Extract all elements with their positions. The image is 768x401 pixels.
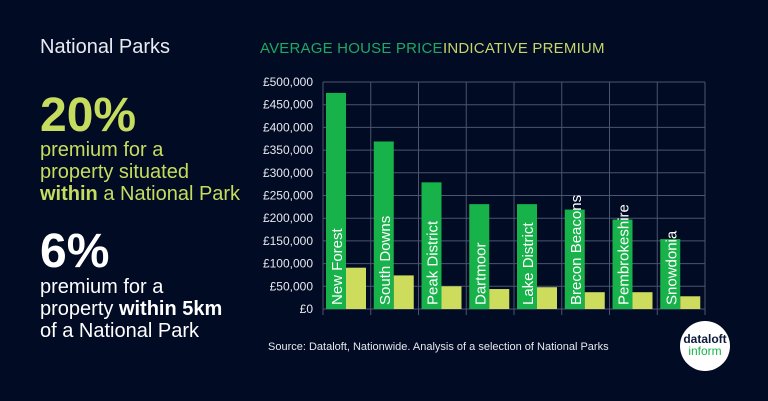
stat-20-percent: 20% <box>40 89 137 142</box>
bar-indicative-premium <box>346 267 366 309</box>
y-tick-label: £100,000 <box>263 257 313 271</box>
y-tick-label: £300,000 <box>263 166 313 180</box>
stat2-line1: premium for a <box>40 276 164 298</box>
page-title: National Parks <box>40 36 171 58</box>
bar-indicative-premium <box>393 275 414 309</box>
stat2-line2-bold: within 5km <box>118 298 223 320</box>
bar-average-house-price <box>612 219 633 309</box>
bar-average-house-price <box>421 182 442 309</box>
dataloft-inform-logo: dataloft inform <box>680 321 730 371</box>
bar-indicative-premium <box>537 287 557 309</box>
stat-6-description: premium for a property within 5km of a N… <box>40 276 270 342</box>
stat1-line1: premium for a <box>40 139 164 161</box>
bar-average-house-price <box>660 239 681 309</box>
stat2-line2-pre: property <box>40 298 119 320</box>
y-tick-label: £0 <box>300 302 314 316</box>
bar-average-house-price <box>469 204 490 309</box>
y-tick-label: £150,000 <box>263 234 313 248</box>
category-label: Peak District <box>425 220 442 305</box>
stat1-line2: property situated <box>40 161 189 183</box>
bar-average-house-price <box>517 204 537 309</box>
category-label: South Downs <box>377 216 394 305</box>
bar-indicative-premium <box>632 292 653 309</box>
y-tick-label: £500,000 <box>263 75 313 89</box>
legend-average-house-price: AVERAGE HOUSE PRICE <box>260 40 443 57</box>
category-label: Dartmoor <box>472 242 489 305</box>
category-label: Brecon Beacons <box>568 195 585 305</box>
bar-average-house-price <box>564 209 585 309</box>
y-tick-label: £450,000 <box>263 98 313 112</box>
legend-indicative-premium: INDICATIVE PREMIUM <box>443 40 605 57</box>
bar-indicative-premium <box>441 286 462 309</box>
stat-20-description: premium for a property situated within a… <box>40 139 270 205</box>
y-tick-label: £50,000 <box>270 279 314 293</box>
stat-6-percent: 6% <box>40 225 110 278</box>
category-label: Pembrokeshire <box>616 204 633 305</box>
y-tick-label: £200,000 <box>263 211 313 225</box>
category-label: Lake District <box>520 222 537 305</box>
stat2-line3: of a National Park <box>40 320 199 342</box>
stat1-line3-rest: a National Park <box>97 183 241 205</box>
bar-indicative-premium <box>680 296 701 309</box>
bar-indicative-premium <box>489 289 510 309</box>
bar-indicative-premium <box>584 292 605 309</box>
bar-average-house-price <box>326 92 346 310</box>
stat1-line3-bold: within <box>40 183 98 205</box>
source-note: Source: Dataloft, Nationwide. Analysis o… <box>268 341 609 353</box>
bar-average-house-price <box>373 141 394 309</box>
y-tick-label: £400,000 <box>263 120 313 134</box>
y-tick-label: £350,000 <box>263 143 313 157</box>
category-label: Snowdonia <box>663 230 680 305</box>
category-label: New Forest <box>329 227 346 305</box>
y-tick-label: £250,000 <box>263 189 313 203</box>
